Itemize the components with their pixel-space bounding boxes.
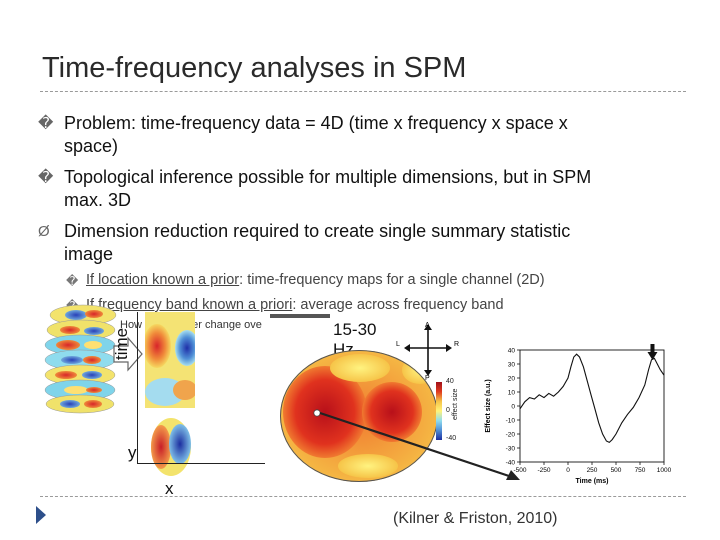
y-axis-line [137, 312, 138, 444]
y-tick-label: -40 [506, 460, 516, 467]
slide-title: Time-frequency analyses in SPM [42, 52, 467, 84]
waveform-y-label: Effect size (a.u.) [485, 379, 492, 432]
hollow-right-arrow-icon [113, 336, 143, 372]
x-tick-label: 1000 [657, 467, 672, 474]
compass-right: R [454, 341, 459, 348]
citation: (Kilner & Friston, 2010) [393, 510, 558, 527]
footer-divider [40, 496, 686, 497]
waveform-axes [519, 349, 665, 463]
bullet-1: � Problem: time-frequency data = 4D (tim… [38, 112, 684, 158]
colorbar [436, 382, 442, 440]
y-tick-label: -10 [506, 418, 516, 425]
time-axis-label: time [112, 327, 131, 360]
sub-bullet-2-condition: If frequency band known a priori [86, 297, 293, 313]
topo-stack-figure [44, 304, 117, 414]
compass-anterior: A [425, 322, 430, 329]
time-space-map [145, 312, 195, 408]
waveform-x-label: Time (ms) [576, 478, 609, 485]
x-tick-label: 0 [566, 467, 570, 474]
sub-bullet-marker: � [66, 274, 79, 288]
slide-nav-triangle-icon[interactable] [35, 505, 47, 525]
topo-layer-3 [44, 334, 116, 356]
bullet-1-line-2: space) [64, 136, 119, 156]
bullet-marker: � [38, 115, 54, 132]
bullet-3-line-1: Dimension reduction required to create s… [64, 221, 571, 241]
waveform-frame [519, 349, 665, 463]
x-axis-label: x [165, 479, 174, 498]
bullet-2-line-1: Topological inference possible for multi… [64, 167, 592, 187]
bullet-3-line-2: image [64, 244, 114, 264]
bullet-1-line-1: Problem: time-frequency data = 4D (time … [64, 113, 568, 133]
y-tick-label: -30 [506, 446, 516, 453]
y-axis-label: y [128, 443, 137, 462]
bullet-2-line-2: max. 3D [64, 190, 132, 210]
sub-bullet-1-condition: If location known a prior [86, 272, 240, 288]
colorbar-tick-min: -40 [446, 435, 457, 442]
topo-layer-4 [44, 349, 116, 371]
x-tick-label: 500 [611, 467, 622, 474]
compass-left: L [396, 341, 400, 348]
waveform-x-ticks: -500 -250 0 250 500 750 1000 [513, 462, 672, 474]
waveform-series-line [519, 353, 665, 444]
frequency-band-range: 15-30 [333, 320, 377, 339]
topo-layer-5 [44, 364, 116, 386]
x-tick-label: -250 [537, 467, 550, 474]
colorbar-tick-max: 40 [446, 378, 454, 385]
y-tick-label: 0 [511, 404, 515, 411]
small-topography [151, 418, 191, 476]
overlay-bar [270, 314, 330, 318]
y-tick-label: 20 [508, 376, 516, 383]
sub-bullet-2-text: : average across frequency band [292, 297, 504, 313]
y-tick-label: 40 [508, 348, 516, 355]
peak-arrow-icon [647, 344, 658, 360]
sub-bullet-1: � If location known a prior: time-freque… [66, 271, 686, 289]
sub-bullet-1-text: : time-frequency maps for a single chann… [239, 272, 545, 288]
topo-layer-2 [46, 319, 116, 341]
bullet-3: Ø Dimension reduction required to create… [38, 220, 684, 266]
topo-layer-7 [45, 394, 115, 414]
effect-size-waveform-chart: 40 30 20 10 0 -10 -20 -30 -40 -500 -250 0 250 500 750… [485, 344, 672, 485]
y-tick-label: 30 [508, 362, 516, 369]
bullet-2: � Topological inference possible for mul… [38, 166, 684, 212]
scalp-outline [280, 350, 438, 482]
y-tick-label: -20 [506, 432, 516, 439]
colorbar-label: effect size [452, 388, 459, 420]
colorbar-tick-zero: 0 [446, 407, 450, 414]
compass-posterior: P [425, 375, 430, 380]
y-axis-line-lower [137, 444, 138, 464]
compass-icon: A P L R [396, 322, 459, 380]
arrow-bullet-marker: Ø [38, 223, 50, 240]
x-tick-label: -500 [513, 467, 526, 474]
waveform-y-ticks: 40 30 20 10 0 -10 -20 -30 -40 [506, 348, 520, 467]
title-divider [40, 91, 686, 92]
topo-layer-1 [49, 304, 117, 326]
x-axis-line [137, 463, 265, 464]
sub-bullet-2: � If frequency band known a priori: aver… [66, 296, 686, 314]
x-tick-label: 250 [587, 467, 598, 474]
bullet-marker: � [38, 169, 54, 186]
x-tick-label: 750 [635, 467, 646, 474]
y-tick-label: 10 [508, 390, 516, 397]
